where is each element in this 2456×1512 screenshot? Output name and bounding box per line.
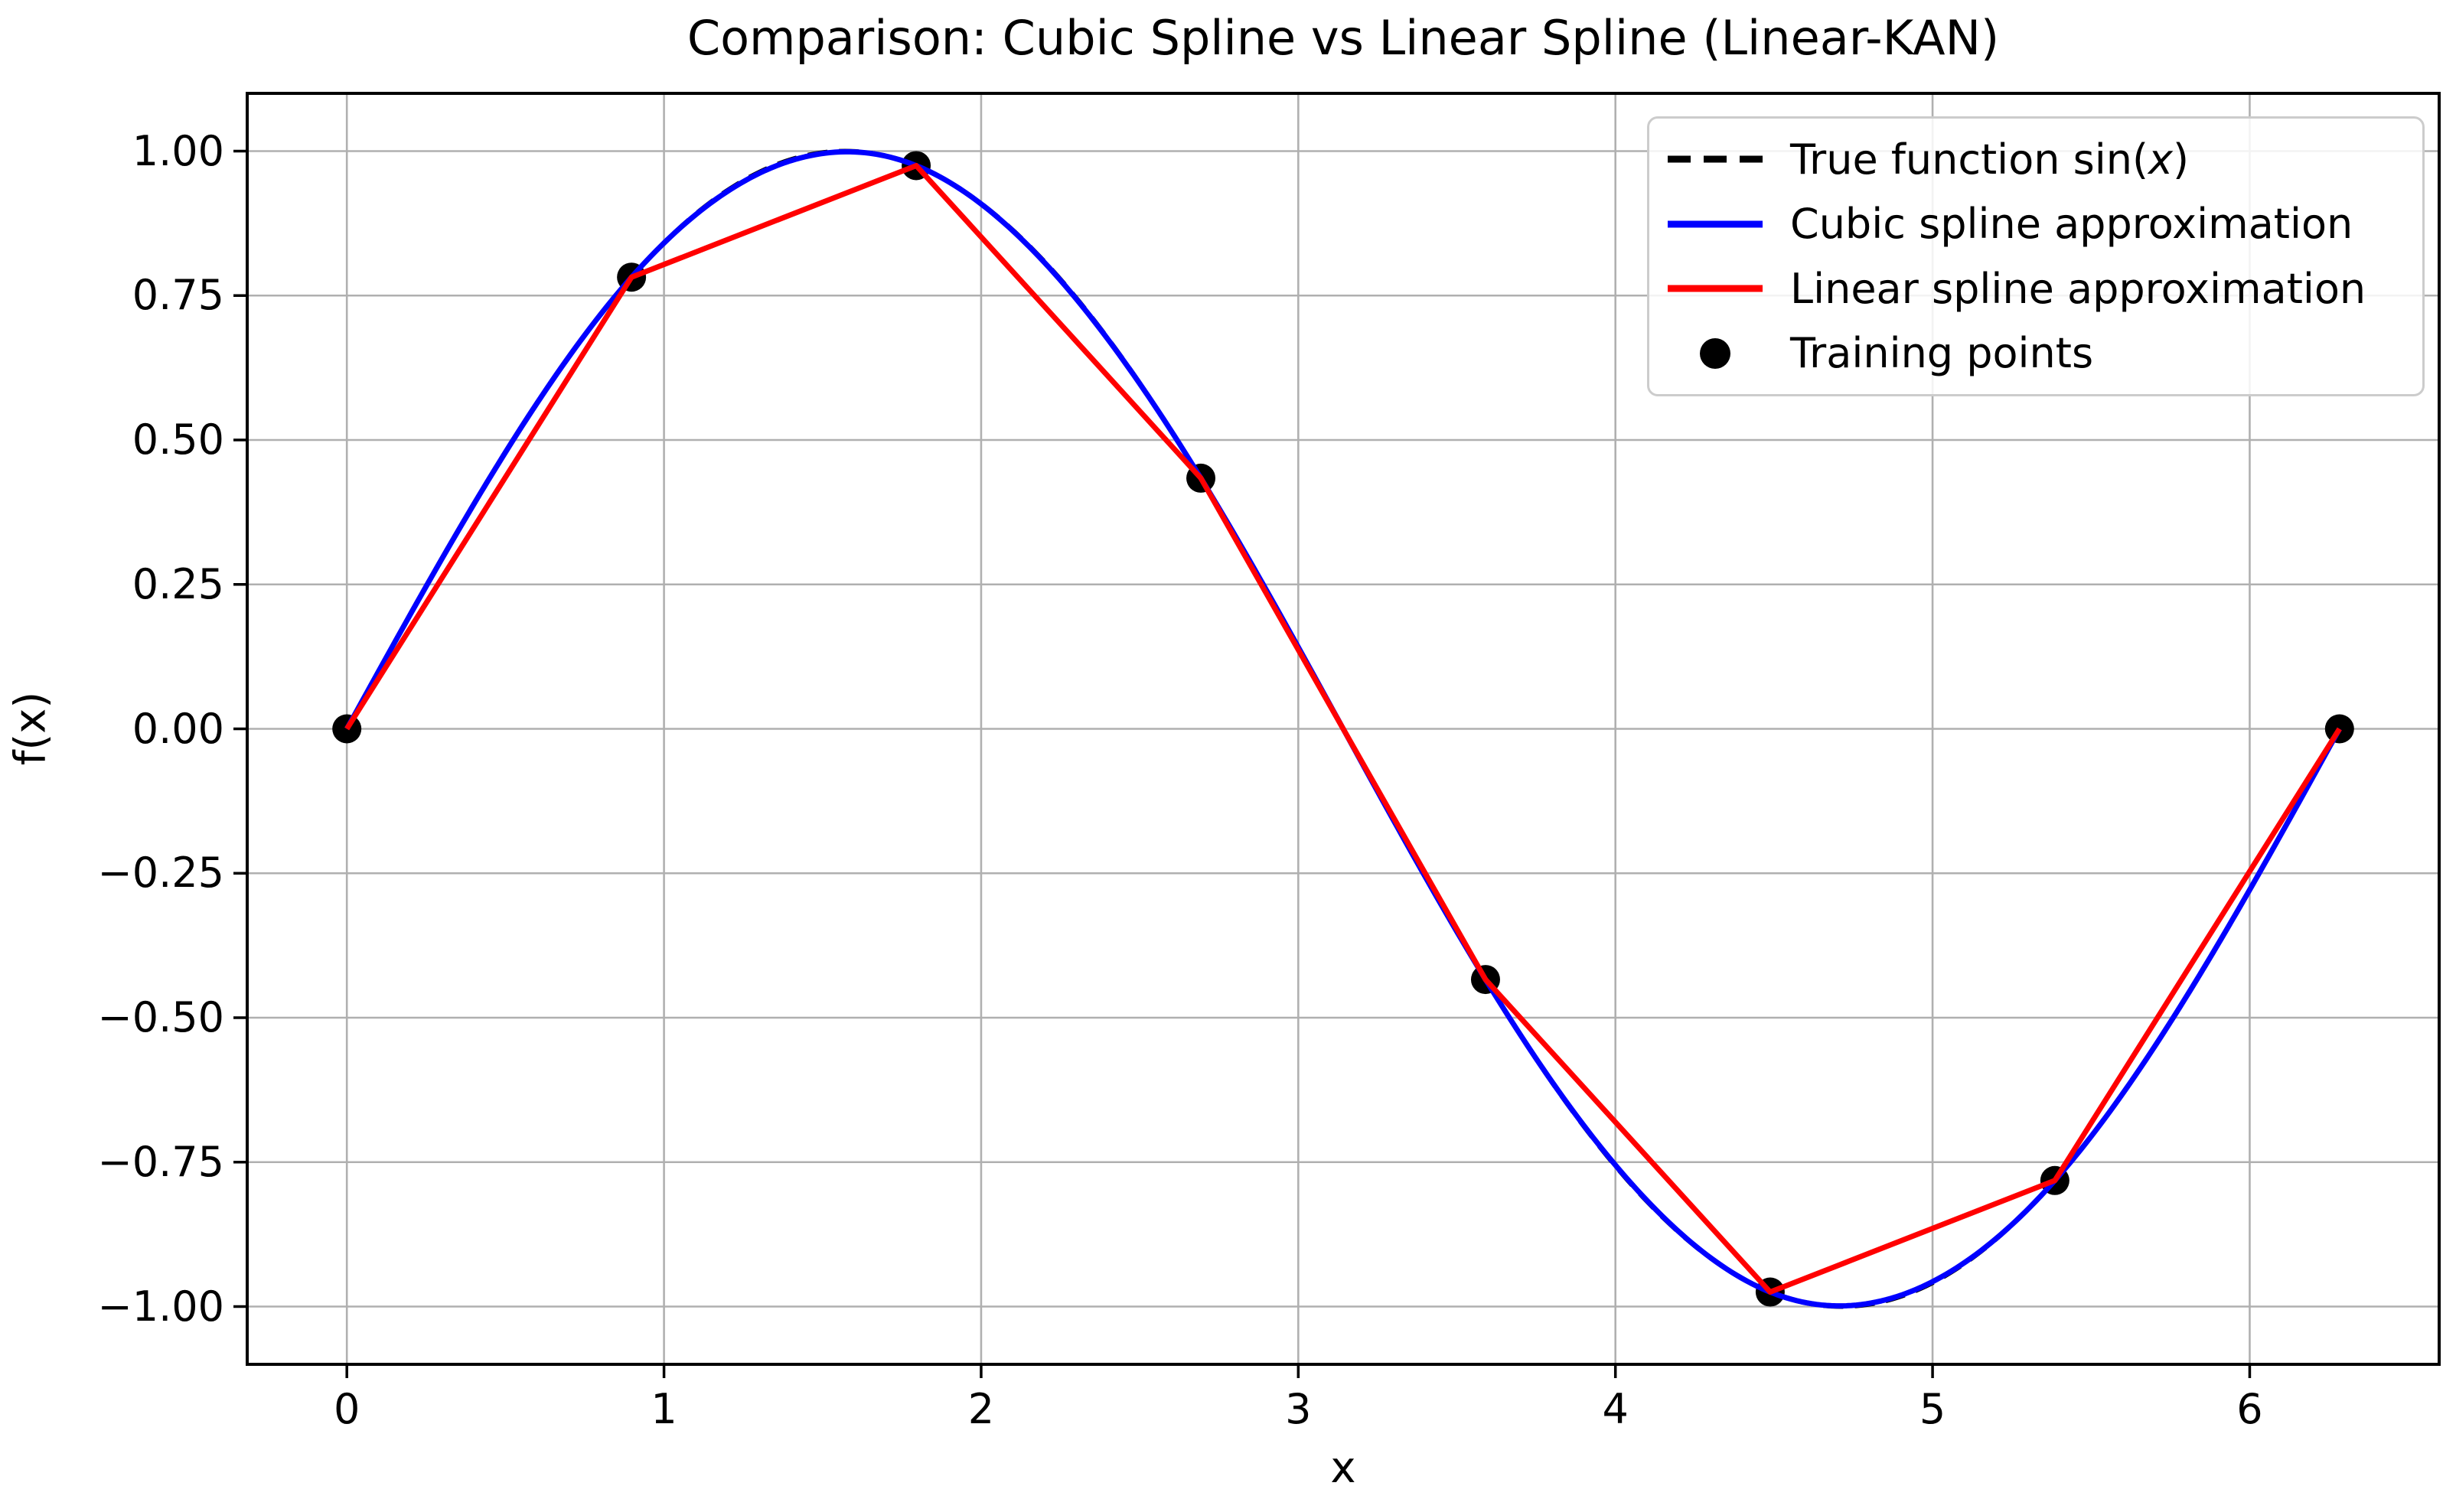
dashed-line-sample-icon [1665, 150, 1766, 168]
linear-spline-curve [344, 162, 2342, 1295]
x-tick-label: 3 [1285, 1385, 1312, 1433]
x-tick-label: 5 [1919, 1385, 1946, 1433]
legend-label: True function sin(x) [1790, 135, 2190, 184]
legend-item-linear-spline: Linear spline approximation [1665, 257, 2407, 320]
y-tick-label: 0.25 [132, 559, 224, 608]
y-tick-label: 0.50 [132, 415, 224, 464]
dot-sample-icon [1665, 335, 1766, 372]
legend-label: Cubic spline approximation [1790, 200, 2353, 249]
y-tick-label: 1.00 [132, 126, 224, 175]
x-tick-label: 4 [1602, 1385, 1629, 1433]
y-tick-label: −0.25 [97, 849, 224, 898]
x-tick-label: 0 [334, 1385, 360, 1433]
red-line-sample-icon [1665, 279, 1766, 298]
y-tick-label: −0.75 [97, 1137, 224, 1186]
x-tick-label: 2 [967, 1385, 995, 1433]
legend-item-cubic-spline: Cubic spline approximation [1665, 193, 2407, 256]
legend-box: True function sin(x) Cubic spline approx… [1647, 116, 2425, 396]
legend-label: Linear spline approximation [1790, 264, 2366, 313]
legend-label: Training points [1790, 329, 2094, 378]
y-tick-label: 0.75 [132, 271, 224, 320]
legend-item-training-points: Training points [1665, 322, 2407, 385]
training-point [2324, 714, 2354, 744]
x-tick-label: 6 [2236, 1385, 2263, 1433]
chart-title: Comparison: Cubic Spline vs Linear Splin… [687, 10, 2000, 66]
blue-line-sample-icon [1665, 215, 1766, 233]
x-axis-label: x [1330, 1443, 1356, 1493]
training-point [332, 714, 362, 744]
y-tick-label: 0.00 [132, 704, 224, 753]
legend-item-true-function: True function sin(x) [1665, 128, 2407, 191]
y-tick-label: −1.00 [97, 1282, 224, 1331]
y-tick-label: −0.50 [97, 993, 224, 1041]
x-tick-label: 1 [651, 1385, 677, 1433]
y-axis-label: f(x) [5, 691, 56, 766]
